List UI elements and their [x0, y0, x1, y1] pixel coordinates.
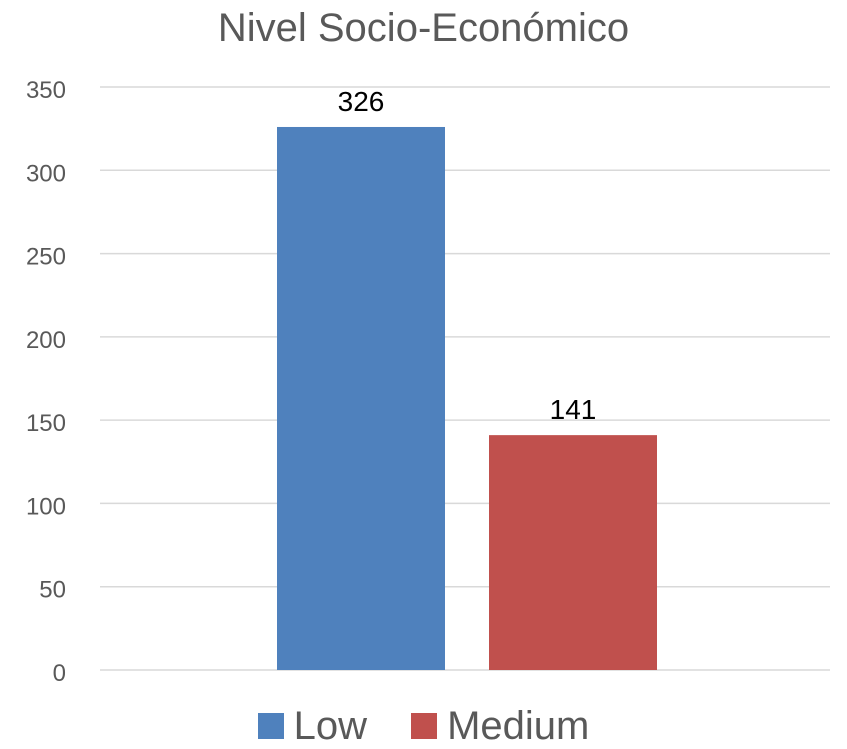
chart-title: Nivel Socio-Económico [217, 6, 630, 50]
y-tick-label: 300 [26, 160, 66, 187]
legend-label-medium: Medium [447, 703, 590, 748]
y-tick-label: 150 [26, 410, 66, 437]
bar-low [277, 126, 445, 670]
data-label: 326 [338, 86, 385, 117]
data-label: 141 [550, 394, 597, 425]
y-tick-label: 50 [39, 577, 66, 604]
y-tick-label: 100 [26, 493, 66, 520]
legend-item-low: Low [257, 703, 368, 749]
y-tick-label: 0 [53, 660, 66, 687]
legend-item-medium: Medium [411, 704, 589, 749]
y-tick-label: 250 [26, 244, 66, 271]
legend-swatch-medium [411, 713, 438, 739]
y-tick-label: 350 [26, 77, 66, 104]
chart-legend: Low Medium [0, 704, 847, 748]
y-tick-label: 200 [26, 327, 66, 354]
legend-swatch-low [257, 713, 284, 739]
bar-medium [489, 435, 657, 670]
legend-label-low: Low [293, 703, 368, 748]
